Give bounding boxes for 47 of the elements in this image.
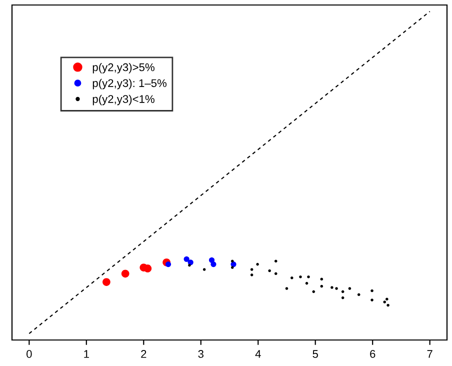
point	[256, 262, 259, 266]
point	[144, 264, 152, 272]
x-tick-label: 7	[427, 350, 432, 358]
legend-label: p(y2,y3)>5%	[92, 63, 154, 74]
point	[274, 272, 278, 276]
x-tick-label: 4	[255, 350, 261, 358]
point	[188, 264, 191, 267]
point	[305, 282, 308, 285]
point	[386, 298, 388, 300]
point	[290, 276, 294, 280]
point	[102, 278, 110, 286]
point	[370, 289, 374, 292]
point	[383, 300, 386, 304]
point	[230, 266, 234, 269]
legend-label: p(y2,y3): 1–5%	[92, 78, 166, 90]
point	[341, 290, 344, 294]
point	[274, 260, 278, 262]
point	[250, 268, 254, 271]
point	[357, 293, 360, 296]
point	[121, 270, 130, 278]
point	[370, 298, 374, 302]
point	[386, 304, 390, 307]
point	[330, 286, 334, 289]
point	[184, 256, 190, 262]
point	[341, 296, 344, 300]
x-tick-label: 6	[370, 350, 376, 358]
point	[268, 269, 271, 272]
point	[335, 287, 338, 290]
point	[320, 278, 324, 281]
x-tick-label: 0	[26, 350, 32, 358]
point	[188, 260, 194, 266]
point	[165, 262, 172, 268]
point	[230, 260, 234, 262]
point	[202, 268, 206, 271]
point	[299, 275, 302, 278]
point	[307, 275, 310, 278]
x-tick-label: 2	[141, 350, 146, 358]
x-tick-label: 1	[84, 350, 89, 358]
point	[312, 290, 316, 294]
x-tick-label: 5	[312, 350, 318, 358]
point	[210, 262, 216, 268]
point	[285, 287, 288, 290]
point	[250, 274, 254, 276]
point	[320, 284, 324, 288]
x-tick-label: 3	[198, 350, 204, 358]
point	[348, 287, 352, 290]
legend-label: p(y2,y3)<1%	[92, 94, 154, 106]
